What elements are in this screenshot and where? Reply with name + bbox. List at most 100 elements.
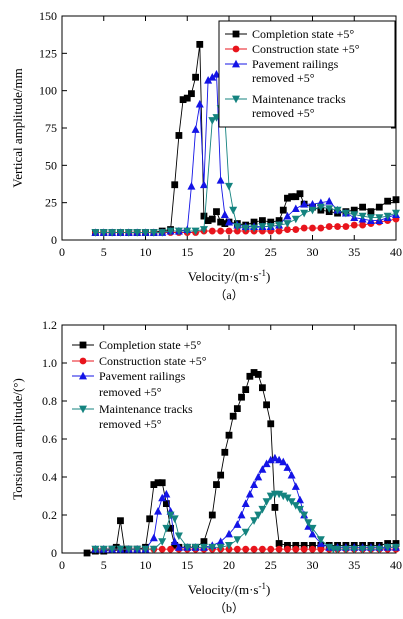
x-tick-label: 0 [59,245,65,259]
data-point-tracks [116,229,125,237]
data-point-completion [196,40,204,48]
data-point-tracks [158,229,167,237]
y-tick-label: 0.4 [42,470,57,484]
data-point-completion [275,217,283,224]
data-point-tracks [183,227,192,236]
data-point-completion [171,181,179,189]
data-point-completion [284,542,291,549]
data-point-tracks [350,211,359,219]
data-point-tracks [287,498,296,506]
data-point-completion [250,369,258,376]
data-point-completion [300,542,308,549]
data-point-construction [309,545,316,553]
data-point-completion [292,193,300,201]
data-point-railings [262,459,271,468]
data-point-completion [238,393,245,401]
data-point-tracks [91,545,100,554]
legend-marker-completion [79,341,87,349]
data-point-completion [225,431,233,439]
data-point-tracks [170,515,179,523]
data-point-railings [325,196,334,205]
data-point-construction [250,545,258,553]
data-point-tracks [383,212,392,221]
data-point-tracks [383,543,392,552]
data-point-tracks [174,532,183,541]
data-point-construction [167,545,174,553]
y-tick-label: 1.0 [42,356,57,370]
data-point-construction [342,223,350,230]
data-point-completion [271,504,279,511]
legend-label-completion: Completion state +5° [99,338,201,352]
series-line-tracks [95,107,397,233]
data-point-railings [225,217,233,226]
data-point-tracks [124,545,133,554]
x-tick-label: 5 [101,558,107,572]
data-point-construction [242,545,250,553]
data-point-tracks [241,528,250,537]
y-tick-label: 0.6 [42,432,57,446]
data-point-railings [291,204,300,213]
caption-b: （b） [214,601,244,615]
series-a [91,40,400,237]
data-point-tracks [108,545,117,554]
data-point-completion [204,217,212,224]
data-point-railings [208,73,217,81]
data-point-completion [288,193,296,201]
x-tick-label: 35 [348,245,360,259]
data-point-tracks [350,545,359,554]
data-point-tracks [225,542,233,550]
x-tick-label: 15 [181,245,193,259]
data-point-construction [300,545,308,553]
data-point-construction [233,227,241,235]
data-point-completion [150,481,158,488]
data-point-tracks [304,519,313,527]
legend-marker-railings [79,371,87,380]
data-point-tracks [258,223,267,231]
data-point-railings [245,489,254,498]
data-point-construction [233,545,241,553]
x-tick-label: 20 [223,558,235,572]
data-point-railings [195,99,204,108]
data-point-completion [233,405,241,412]
data-point-tracks [254,511,263,520]
data-point-completion [279,206,287,214]
legend-marker-railings [232,59,240,68]
caption-a: （a） [214,288,243,302]
data-point-completion [292,542,300,549]
legend-label-construction: Construction state +5° [252,42,360,56]
data-point-completion [254,371,262,378]
data-point-tracks [162,524,171,533]
data-point-railings [300,199,309,208]
data-point-completion [183,94,191,102]
legend-label-completion: Completion state +5° [252,27,354,41]
data-point-tracks [183,543,192,552]
data-point-completion [284,194,291,202]
data-point-completion [267,218,275,226]
legend-label-tracks-line2: removed +5° [252,106,315,120]
series-b [83,369,400,557]
data-point-completion [367,208,375,216]
data-point-completion [221,448,229,456]
data-point-completion [392,196,400,204]
x-tick-label: 5 [101,245,107,259]
data-point-railings [158,493,167,502]
legend-b: Completion state +5° Construction state +… [72,338,207,431]
data-point-construction [350,221,358,229]
data-point-tracks [174,227,183,236]
data-point-completion [259,217,266,224]
data-point-railings [162,489,171,498]
data-point-railings [191,125,200,133]
data-point-construction [292,545,300,553]
ticks-a: 0 5 10 15 20 25 30 35 40 0 25 50 75 100 125 150 [39,9,402,259]
data-point-tracks [149,229,158,237]
x-tick-label: 15 [181,558,193,572]
data-point-tracks [199,543,208,552]
data-point-completion [263,401,270,409]
data-point-construction [158,545,166,553]
data-point-completion [112,543,120,551]
legend-label-railings-line2: removed +5° [252,71,315,85]
data-point-tracks [291,502,300,510]
data-point-tracks [266,223,275,231]
data-point-tracks [262,498,271,506]
data-point-tracks [124,229,133,237]
